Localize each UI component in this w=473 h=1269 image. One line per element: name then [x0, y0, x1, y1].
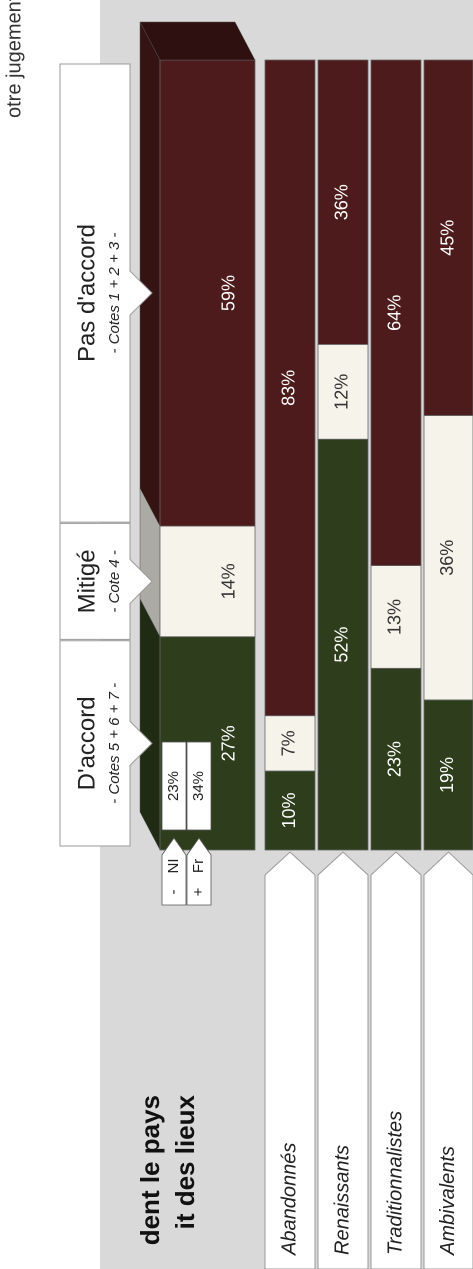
bar-segment: [370, 59, 422, 567]
bar-segment: [423, 699, 473, 851]
legend-entry: Pas d'accord: [73, 224, 100, 362]
value-label: 23%: [385, 741, 405, 777]
bar-segment: [159, 525, 256, 638]
value-label: 36%: [332, 184, 352, 220]
row-label-box: [317, 851, 369, 1269]
bar-segment: [264, 715, 316, 772]
legend-note: - Cote 4 -: [106, 550, 123, 613]
legend-entry: Mitigé: [73, 549, 100, 613]
subgroup-tag: [186, 837, 212, 906]
value-label: 52%: [332, 627, 352, 663]
subgroup-tag: [161, 837, 187, 906]
subgroup-value: 23%: [165, 771, 182, 801]
top-note: otre jugement.: [3, 0, 25, 118]
bar-segment: [423, 415, 473, 701]
subgroup-box: [186, 741, 212, 831]
subgroup-name: Fr: [190, 859, 207, 873]
heading: dent le pays: [135, 1095, 165, 1245]
bar-side: [139, 598, 161, 851]
value-label: 10%: [279, 792, 299, 828]
value-label: 19%: [437, 757, 457, 793]
row-label-box: [370, 851, 422, 1269]
callout: [59, 640, 153, 847]
row-label-box: [423, 851, 473, 1269]
subgroup-box: [161, 741, 187, 831]
value-label: 59%: [219, 275, 239, 311]
bar-segment: [317, 59, 369, 345]
row-label: Renaissants: [331, 1145, 353, 1255]
subgroup-name: NI: [165, 859, 182, 874]
row-label-box: [264, 851, 316, 1269]
value-label: 7%: [279, 730, 299, 756]
value-label: 36%: [437, 540, 457, 576]
legend-entry: D'accord: [73, 696, 100, 790]
heading: it des lieux: [170, 1094, 200, 1229]
value-label: 12%: [332, 374, 352, 410]
bar-side: [139, 21, 161, 527]
row-label: Abandonnés: [278, 1143, 300, 1256]
row-label: Ambivalents: [437, 1146, 459, 1256]
subgroup-sign: -: [165, 890, 182, 895]
callout: [59, 522, 153, 640]
row-label: Traditionnalistes: [384, 1111, 406, 1255]
bar-segment: [370, 667, 422, 851]
value-label: 45%: [437, 220, 457, 256]
value-label: 14%: [219, 563, 239, 599]
subgroup-value: 34%: [190, 771, 207, 801]
value-label: 13%: [385, 599, 405, 635]
bar-top: [139, 21, 256, 61]
subgroup-sign: +: [190, 887, 207, 896]
value-label: 83%: [279, 370, 299, 406]
bar-segment: [317, 438, 369, 851]
bar-segment: [423, 59, 473, 416]
bar-segment: [159, 59, 256, 527]
value-label: 27%: [219, 725, 239, 761]
bar-segment: [264, 59, 316, 717]
bar-segment: [370, 565, 422, 669]
legend-note: - Cotes 1 + 2 + 3 -: [106, 233, 123, 354]
value-label: 64%: [385, 295, 405, 331]
legend-note: - Cotes 5 + 6 + 7 -: [106, 683, 123, 804]
callout: [59, 63, 153, 523]
